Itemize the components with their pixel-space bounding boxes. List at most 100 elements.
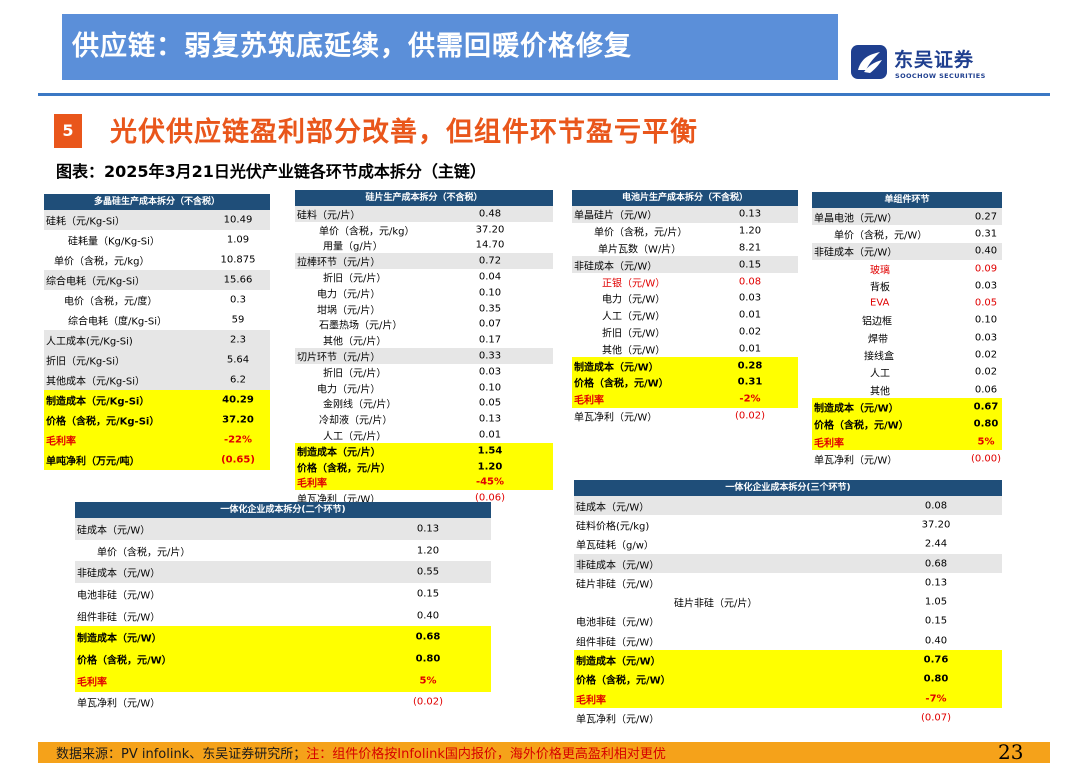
row-label: 制造成本（元/Kg-Si） [46,396,150,408]
table-header: 一体化企业成本拆分(二个环节) [75,502,491,518]
row-label: 单晶硅片（元/W） [574,210,658,222]
row-label: 组件非硅（元/W） [576,637,660,649]
row-value: 1.54 [477,445,503,457]
table-row: 冷却液（元/片） 0.13 [295,411,553,427]
table-row: 价格（含税，元/Kg-Si） 37.20 [44,410,270,430]
row-label: 坩埚（元/片） [317,305,381,317]
row-value: 0.68 [924,558,948,570]
row-label: 制造成本（元/W） [576,656,661,668]
integrated-three-stage-table: 一体化企业成本拆分(三个环节) 硅成本（元/W） 0.08 硅料价格(元/kg) 37.… [574,480,1002,728]
row-label: 接线盒 [864,351,894,363]
row-value: 6.2 [230,374,246,386]
table-row: 石墨热场（元/片） 0.07 [295,317,553,333]
row-value: 1.20 [738,225,762,237]
table-row: 电力（元/W） 0.03 [572,290,798,307]
wafer-cost-table: 硅片生产成本拆分（不含税） 硅料（元/片） 0.48 单价（含税，元/kg） 37.20… [295,190,553,507]
row-value: 10.875 [220,254,256,266]
row-value: 1.05 [924,596,948,608]
row-label: 石墨热场（元/片） [319,320,403,332]
table-row: 其他成本（元/Kg-Si） 6.2 [44,370,270,390]
table-row: 毛利率 5% [75,669,491,692]
table-row: 接线盒 0.02 [812,346,1002,363]
table-row: 价格（含税，元/W） 0.80 [75,648,491,670]
table-row: 切片环节（元/片） 0.33 [295,348,553,364]
row-label: 硅耗（元/Kg-Si） [46,216,126,228]
row-value: 0.10 [478,287,502,299]
row-value: 5.64 [226,354,250,366]
row-value: 0.03 [974,280,998,292]
row-label: 价格（含税，元/Kg-Si） [46,416,160,428]
row-label: 硅片非硅（元/片） [674,598,758,610]
table-row: 价格（含税，元/W） 0.80 [574,669,1002,689]
table-row: 组件非硅（元/W） 0.40 [75,605,491,627]
row-value: 0.80 [973,418,999,430]
row-value: (0.06) [474,492,506,504]
row-label: 单瓦净利（元/W） [297,494,381,506]
row-value: 0.09 [974,263,998,275]
header-band [62,14,838,80]
row-value: 0.40 [974,245,998,257]
table-row: 硅耗（元/Kg-Si） 10.49 [44,210,270,230]
row-value: 8.21 [738,242,762,254]
row-value: 2.44 [924,538,948,550]
table-row: 单价（含税，元/片） 1.20 [572,223,798,240]
row-label: 人工（元/W） [602,311,666,323]
row-value: 0.27 [974,211,998,223]
row-label: 正银（元/W） [602,278,666,290]
row-value: 37.20 [921,519,951,531]
table-row: 其他（元/片） 0.17 [295,332,553,348]
table-row: 硅片非硅（元/W） 0.13 [574,573,1002,592]
row-label: 人工 [870,368,890,380]
row-label: 硅片非硅（元/W） [576,579,660,591]
table-row: 毛利率 -22% [44,430,270,450]
row-value: -22% [223,434,253,446]
row-label: 制造成本（元/W） [814,403,899,415]
table-row: 背板 0.03 [812,277,1002,294]
row-label: 单吨净利（万元/吨） [46,456,140,468]
table-row: 坩埚（元/片） 0.35 [295,301,553,317]
table-row: 人工 0.02 [812,364,1002,381]
row-label: 非硅成本（元/W） [574,261,658,273]
row-value: 10.49 [223,214,253,226]
row-value: 0.72 [478,255,502,267]
table-row: 非硅成本（元/W） 0.55 [75,561,491,584]
row-label: 焊带 [868,334,888,346]
row-value: 0.07 [478,318,502,330]
row-value: 0.08 [924,500,948,512]
row-label: 单价（含税，元/W） [834,230,928,242]
section-number-badge: 5 [54,114,82,148]
table-row: 综合电耗（度/Kg-Si） 59 [44,310,270,330]
row-label: 其他 [870,386,890,398]
row-value: 0.40 [924,635,948,647]
table-row: 非硅成本（元/W） 0.40 [812,242,1002,260]
row-value: 0.76 [923,654,949,666]
table-row: 综合电耗（元/Kg-Si） 15.66 [44,270,270,290]
row-value: 0.15 [924,615,948,627]
table-row: 玻璃 0.09 [812,260,1002,277]
table-row: 单晶电池（元/W） 0.27 [812,208,1002,226]
table-row: 毛利率 5% [812,432,1002,451]
row-label: 单价（含税，元/片） [97,547,191,559]
table-row: 硅料（元/片） 0.48 [295,206,553,222]
table-row: 正银（元/W） 0.08 [572,273,798,290]
row-value: 0.05 [974,297,998,309]
module-cost-table: 单组件环节 单晶电池（元/W） 0.27 单价（含税，元/W） 0.31 非硅成本（元/W… [812,192,1002,468]
table-row: 制造成本（元/W） 0.68 [75,626,491,649]
table-row: 折旧（元/片） 0.03 [295,364,553,380]
page-title: 供应链：弱复苏筑底延续，供需回暖价格修复 [72,31,632,62]
row-label: 综合电耗（度/Kg-Si） [68,316,168,328]
table-row: 其他 0.06 [812,381,1002,398]
row-label: 单瓦净利（元/W） [576,714,660,726]
logo-text-en: SOOCHOW SECURITIES [895,72,986,80]
row-label: 制造成本（元/W） [77,633,162,645]
row-label: 单价（含税，元/kg） [54,256,150,268]
row-label: 价格（含税，元/W） [576,675,671,687]
row-value: 0.08 [738,276,762,288]
row-label: 单瓦净利（元/W） [814,455,898,467]
table-row: 折旧（元/W） 0.02 [572,324,798,341]
row-label: 非硅成本（元/W） [77,568,161,580]
table-row: 单瓦硅耗（g/w） 2.44 [574,535,1002,554]
row-label: 其他（元/片） [323,336,387,348]
row-label: 非硅成本（元/W） [576,560,660,572]
figure-caption: 图表：2025年3月21日光伏产业链各环节成本拆分（主链） [56,162,486,181]
